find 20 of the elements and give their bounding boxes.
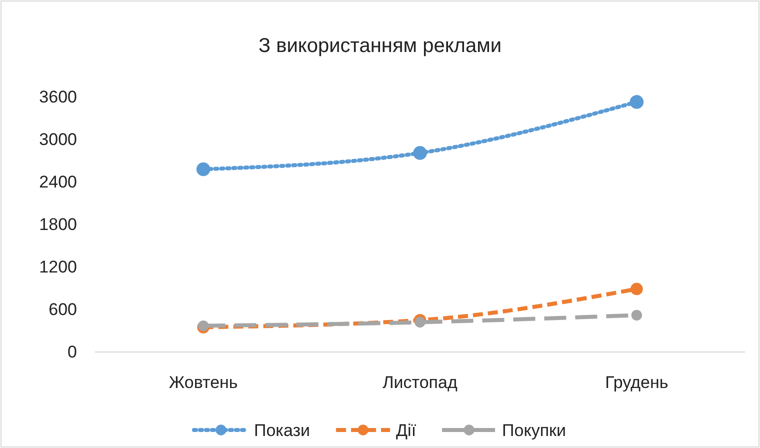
- y-tick-label: 2400: [39, 172, 77, 192]
- point: [413, 146, 427, 160]
- y-tick-label: 3000: [39, 130, 77, 149]
- y-tick-label: 3600: [39, 87, 77, 106]
- chart-title: З використанням реклами: [258, 35, 502, 57]
- y-tick-label: 600: [48, 300, 77, 319]
- legend-label: Дії: [396, 421, 416, 440]
- point: [196, 162, 210, 176]
- legend-label: Покупки: [502, 421, 566, 440]
- y-tick-label: 0: [68, 342, 77, 362]
- point: [414, 316, 426, 328]
- legend-label: Покази: [254, 421, 310, 440]
- point: [630, 95, 644, 109]
- x-tick-label: Жовтень: [168, 373, 238, 392]
- point: [630, 282, 643, 296]
- x-tick-label: Грудень: [605, 373, 668, 392]
- x-tick-label: Листопад: [382, 373, 458, 392]
- point: [631, 310, 642, 321]
- y-tick-label: 1800: [39, 214, 77, 234]
- y-tick-label: 1200: [39, 257, 77, 276]
